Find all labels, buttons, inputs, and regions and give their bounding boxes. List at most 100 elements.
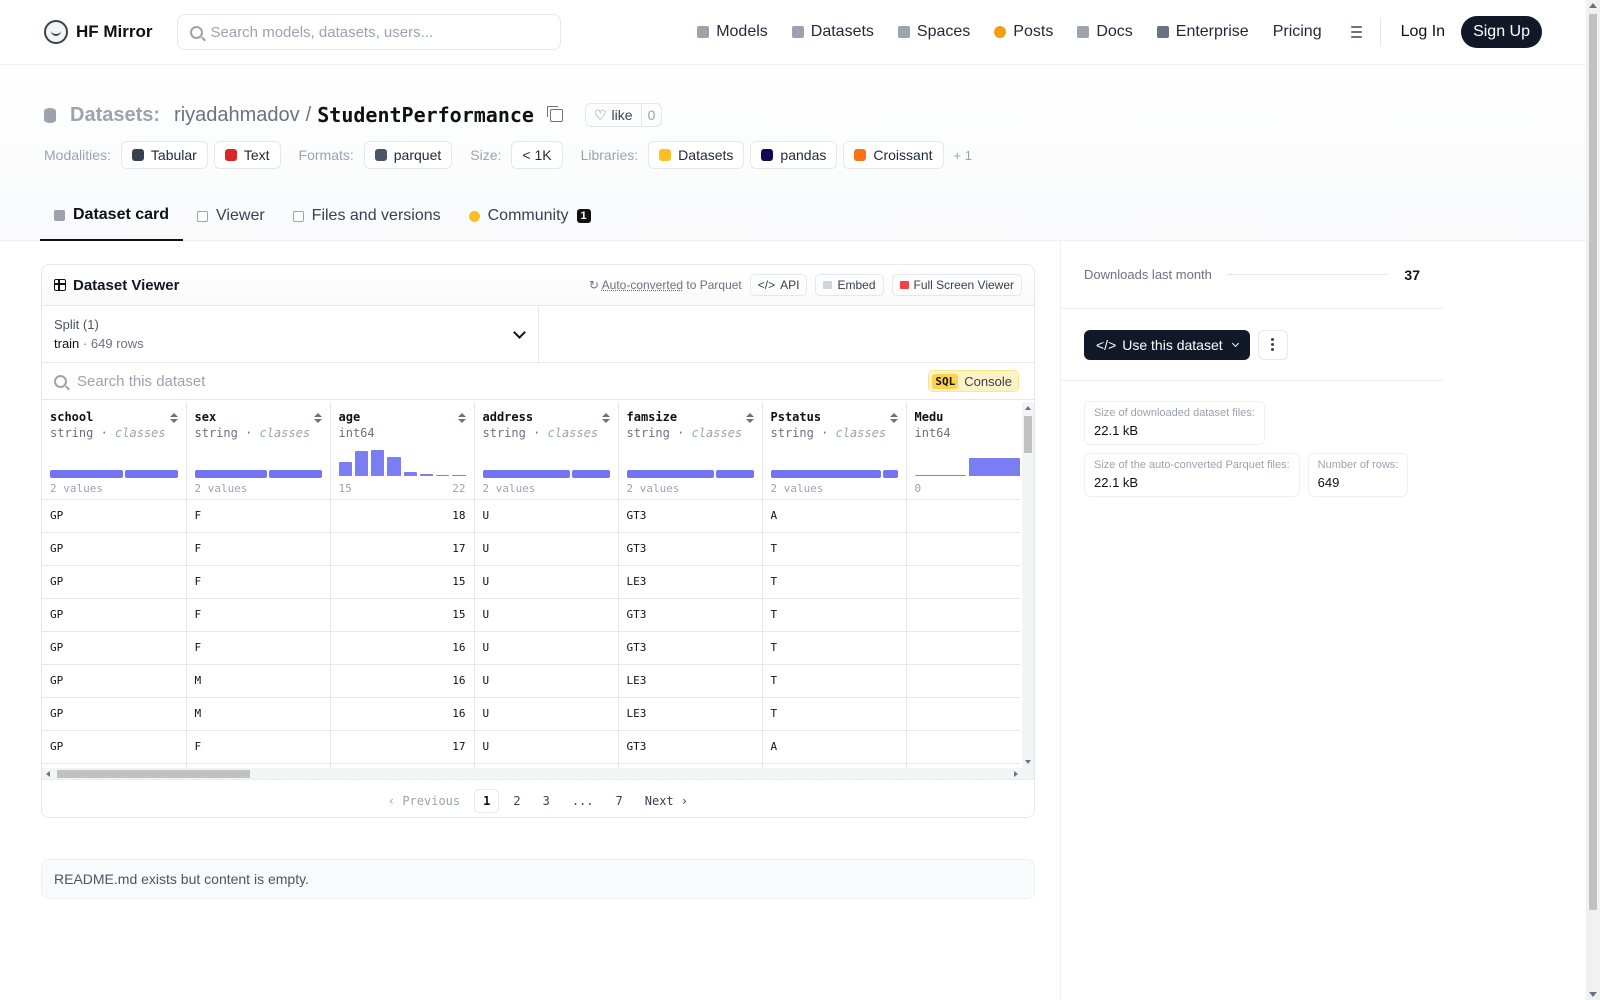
table-cell[interactable]: F	[186, 631, 331, 665]
table-cell[interactable]: U	[474, 664, 619, 698]
scrollbar-thumb[interactable]	[57, 770, 250, 778]
page-scrollbar[interactable]	[1586, 0, 1600, 1000]
table-row[interactable]: GP F 17 U GT3 T	[42, 532, 1020, 566]
table-cell[interactable]: 16	[330, 697, 475, 731]
column-distribution[interactable]	[50, 470, 178, 478]
table-row[interactable]: GP F 15 U GT3 T	[42, 598, 1020, 632]
table-cell[interactable]: T	[762, 532, 907, 566]
dataset-search-input[interactable]: Search this dataset SQL Console	[42, 363, 1034, 400]
class-bar[interactable]	[770, 470, 881, 478]
table-cell[interactable]: F	[186, 565, 331, 599]
table-cell[interactable]: F	[186, 499, 331, 533]
table-cell[interactable]: GP	[42, 499, 187, 533]
column-distribution[interactable]	[914, 450, 1021, 476]
table-cell[interactable]: LE3	[618, 697, 763, 731]
histogram-bar[interactable]	[354, 451, 368, 476]
embed-button[interactable]: Embed	[815, 274, 884, 296]
column-header-address[interactable]: address string · classes 2 values	[474, 402, 619, 500]
scroll-down-icon[interactable]	[1025, 760, 1031, 764]
table-cell[interactable]: GP	[42, 598, 187, 632]
table-cell[interactable]: GT3	[618, 532, 763, 566]
histogram-bar[interactable]	[371, 450, 385, 476]
sort-icon[interactable]	[745, 413, 754, 423]
previous-page-button[interactable]: ‹ Previous	[380, 790, 468, 812]
size-tag[interactable]: < 1K	[511, 141, 563, 169]
nav-link-docs[interactable]: Docs	[1065, 23, 1144, 41]
class-bar[interactable]	[572, 470, 610, 478]
table-cell[interactable]: GP	[42, 697, 187, 731]
auto-converted-link[interactable]: Auto-converted	[601, 278, 684, 292]
scroll-left-icon[interactable]	[46, 771, 50, 777]
library-tag-datasets[interactable]: Datasets	[648, 141, 745, 169]
table-cell[interactable]: M	[186, 664, 331, 698]
table-cell[interactable]	[618, 763, 763, 768]
column-distribution[interactable]	[194, 470, 322, 478]
library-tag-pandas[interactable]: pandas	[750, 141, 838, 169]
tab-community[interactable]: Community 1	[455, 191, 605, 241]
table-cell[interactable]	[762, 763, 907, 768]
column-distribution[interactable]	[626, 470, 754, 478]
data-table-scroller[interactable]: school string · classes 2 values sex string …	[42, 402, 1020, 768]
scroll-up-icon[interactable]	[1025, 406, 1031, 410]
auto-converted-note[interactable]: ↻ Auto-converted to Parquet	[588, 278, 742, 292]
table-cell[interactable]: GP	[42, 631, 187, 665]
table-cell[interactable]: T	[762, 697, 907, 731]
table-vertical-scrollbar[interactable]	[1022, 402, 1034, 768]
histogram-bar[interactable]	[436, 475, 450, 476]
class-bar[interactable]	[50, 470, 123, 478]
histogram-bar[interactable]	[968, 457, 1020, 476]
like-button[interactable]: ♡ like	[586, 104, 641, 126]
column-header-sex[interactable]: sex string · classes 2 values	[186, 402, 331, 500]
class-bar[interactable]	[269, 470, 322, 478]
table-cell[interactable]: U	[474, 565, 619, 599]
scroll-right-icon[interactable]	[1014, 771, 1018, 777]
column-header-medu[interactable]: Medu int64 0	[906, 402, 1021, 500]
nav-link-pricing[interactable]: Pricing	[1261, 23, 1334, 41]
class-bar[interactable]	[194, 470, 267, 478]
table-row[interactable]	[42, 763, 1020, 768]
table-cell[interactable]: GP	[42, 730, 187, 764]
owner-link[interactable]: riyadahmadov	[174, 103, 300, 126]
column-header-school[interactable]: school string · classes 2 values	[42, 402, 187, 500]
table-cell[interactable]: GT3	[618, 598, 763, 632]
table-horizontal-scrollbar[interactable]	[42, 768, 1034, 780]
brand-logo[interactable]: HF Mirror	[44, 20, 153, 44]
page-1-button[interactable]: 1	[474, 789, 500, 813]
scrollbar-thumb[interactable]	[1024, 416, 1032, 453]
table-cell[interactable]: T	[762, 565, 907, 599]
histogram-bar[interactable]	[419, 474, 433, 476]
table-cell[interactable]	[906, 532, 1020, 566]
sort-icon[interactable]	[601, 413, 610, 423]
table-cell[interactable]	[186, 763, 331, 768]
histogram-bar[interactable]	[387, 456, 401, 476]
column-distribution[interactable]	[770, 470, 898, 478]
table-row[interactable]: GP M 16 U LE3 T	[42, 664, 1020, 698]
sort-icon[interactable]	[889, 413, 898, 423]
nav-link-spaces[interactable]: Spaces	[886, 23, 982, 41]
page-2-button[interactable]: 2	[513, 794, 521, 808]
table-cell[interactable]: 16	[330, 664, 475, 698]
nav-link-models[interactable]: Models	[685, 23, 780, 41]
table-row[interactable]: GP F 18 U GT3 A	[42, 499, 1020, 533]
column-header-famsize[interactable]: famsize string · classes 2 values	[618, 402, 763, 500]
column-distribution[interactable]	[338, 450, 466, 476]
table-cell[interactable]	[906, 598, 1020, 632]
like-widget[interactable]: ♡ like 0	[584, 103, 663, 127]
table-cell[interactable]	[906, 730, 1020, 764]
table-cell[interactable]: A	[762, 499, 907, 533]
more-libraries-link[interactable]: + 1	[953, 147, 972, 163]
table-cell[interactable]	[906, 697, 1020, 731]
table-cell[interactable]: 17	[330, 532, 475, 566]
table-cell[interactable]: U	[474, 631, 619, 665]
datasets-crumb[interactable]: Datasets:	[70, 103, 161, 126]
tab-dataset-card[interactable]: Dataset card	[40, 191, 184, 241]
use-this-dataset-button[interactable]: </> Use this dataset	[1084, 329, 1250, 360]
table-cell[interactable]	[474, 763, 619, 768]
class-bar[interactable]	[882, 470, 898, 478]
sort-icon[interactable]	[457, 413, 466, 423]
table-cell[interactable]: 16	[330, 631, 475, 665]
table-cell[interactable]: T	[762, 598, 907, 632]
column-header-pstatus[interactable]: Pstatus string · classes 2 values	[762, 402, 907, 500]
table-row[interactable]: GP F 16 U GT3 T	[42, 631, 1020, 665]
fullscreen-viewer-button[interactable]: Full Screen Viewer	[891, 274, 1022, 296]
